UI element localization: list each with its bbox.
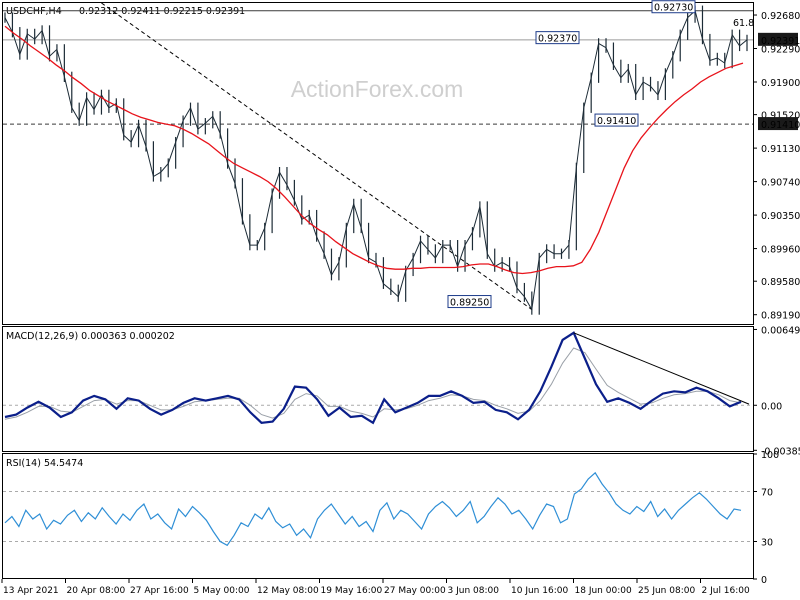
rsi-line xyxy=(4,471,742,547)
price-axis-label: 0.90740 xyxy=(761,178,800,189)
x-axis-label: 18 Jun 00:00 xyxy=(575,586,632,596)
macd-panel-frame xyxy=(2,326,754,452)
rsi-title: RSI(14) 54.5474 xyxy=(6,458,83,469)
label-low-text: 0.89250 xyxy=(450,298,489,309)
x-axis-label: 3 Jun 08:00 xyxy=(448,586,500,596)
price-layer: 0.92730 0.92370 0.91410 0.89250 0.92680 0.922… xyxy=(3,0,800,322)
current-price-marker-box xyxy=(758,32,798,46)
macd-signal-line xyxy=(4,347,742,420)
label-high-text: 0.92730 xyxy=(654,3,693,14)
x-axis-label: 27 Apr 16:00 xyxy=(130,586,189,596)
x-axis-label: 10 Jun 16:00 xyxy=(511,586,568,596)
support-marker-text: 0.91410 xyxy=(761,120,800,131)
label-mid-high: 0.92370 xyxy=(535,31,580,45)
rsi-layer: 100 70 30 0 xyxy=(3,450,779,586)
x-axis-label: 19 May 16:00 xyxy=(321,586,383,596)
label-mid-high-box xyxy=(535,31,580,45)
rsi-axis-label: 30 xyxy=(761,538,773,549)
chart-header-symbol: USDCHF,H4 xyxy=(6,6,62,17)
price-series-line xyxy=(4,9,748,311)
rsi-axis-label: 0 xyxy=(761,575,767,586)
x-axis-label: 27 May 00:00 xyxy=(384,586,446,596)
x-axis-label: 20 Apr 08:00 xyxy=(67,586,126,596)
price-axis-label: 0.92290 xyxy=(761,45,800,56)
fib-label: 61.8 xyxy=(733,18,754,29)
price-axis-label: 0.89960 xyxy=(761,245,800,256)
chart-header-ohlc: 0.92312 0.92411 0.92215 0.92391 xyxy=(79,6,245,17)
label-low-box xyxy=(447,295,492,309)
price-axis-label: 0.92680 xyxy=(761,11,800,22)
label-high-box xyxy=(651,0,696,14)
axis-layer: 13 Apr 2021 20 Apr 08:00 27 Apr 16:00 5 May… xyxy=(1,579,751,596)
rsi-axis-label: 100 xyxy=(761,450,779,461)
label-support-text: 0.91410 xyxy=(597,116,636,127)
macd-axis-label: -0.003855 xyxy=(761,446,800,457)
label-high: 0.92730 xyxy=(651,0,696,14)
sma-line xyxy=(4,25,744,275)
label-support: 0.91410 xyxy=(594,113,639,127)
price-axis-label: 0.91520 xyxy=(761,111,800,122)
macd-trendline xyxy=(573,332,750,405)
label-low: 0.89250 xyxy=(447,295,492,309)
support-marker-box xyxy=(758,117,798,131)
macd-line xyxy=(4,331,742,425)
price-axis-label: 0.90350 xyxy=(761,211,800,222)
macd-axis-label: 0.00 xyxy=(761,401,782,412)
price-axis-label: 0.91900 xyxy=(761,78,800,89)
x-axis-label: 5 May 00:00 xyxy=(194,586,250,596)
x-axis-label: 13 Apr 2021 xyxy=(3,586,59,596)
label-mid-high-text: 0.92370 xyxy=(538,34,577,45)
macd-axis-label: 0.00649 xyxy=(761,325,800,336)
label-support-box xyxy=(594,113,639,127)
x-axis-label: 25 Jun 08:00 xyxy=(638,586,695,596)
rsi-axis-label: 70 xyxy=(761,488,773,499)
price-panel-frame xyxy=(2,2,754,325)
macd-title: MACD(12,26,9) 0.000363 0.000202 xyxy=(6,331,175,342)
current-price-marker-text: 0.92391 xyxy=(761,36,800,47)
x-axis-label: 2 Jul 16:00 xyxy=(702,586,751,596)
price-axis-label: 0.91130 xyxy=(761,144,800,155)
price-axis-label: 0.89190 xyxy=(761,311,800,322)
x-axis-label: 12 May 08:00 xyxy=(257,586,319,596)
macd-layer: 0.00649 0.00 -0.003855 xyxy=(3,325,800,457)
watermark: ActionForex.com xyxy=(291,76,464,102)
price-axis-label: 0.89580 xyxy=(761,277,800,288)
